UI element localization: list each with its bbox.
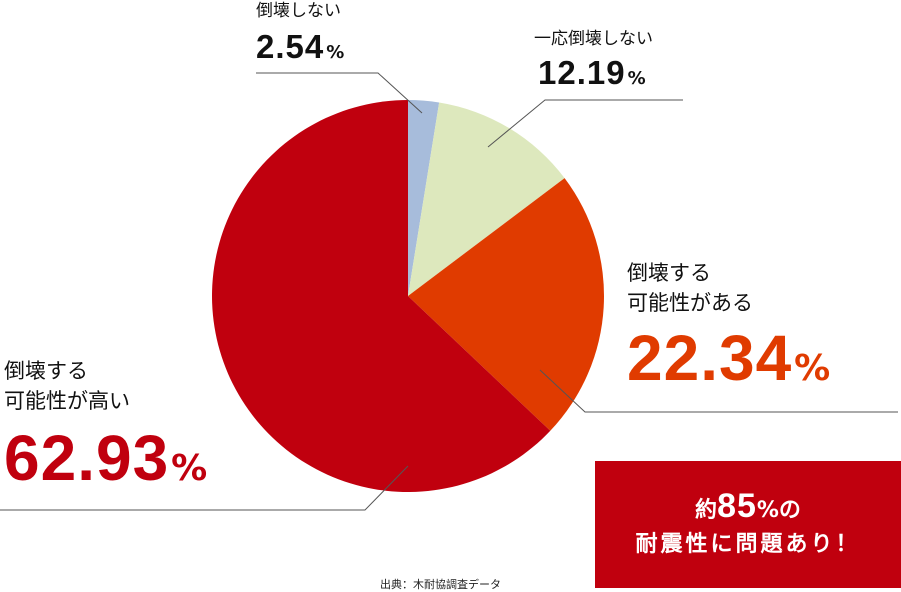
pie-slice-1 (408, 102, 565, 297)
slice-1-unit: % (627, 68, 646, 89)
slice-1-category: 一応倒壊しない (534, 29, 653, 49)
slice-3-category-line2: 可能性が高い (4, 389, 130, 413)
slice-1-value-row: 12.19% (534, 54, 653, 92)
leader-line-0 (256, 72, 423, 114)
slice-0-category: 倒壊しない (256, 1, 341, 21)
source-note: 出典：木耐協調査データ (380, 578, 501, 591)
callout-number: 85 (717, 487, 757, 525)
label-slice-2: 倒壊する 可能性がある 22.34% (627, 258, 830, 390)
slice-3-category-line1: 倒壊する (4, 359, 88, 383)
callout-unit: %の (756, 498, 801, 523)
callout-line-1: 約85%の (595, 489, 901, 528)
callout-box: 約85%の 耐震性に問題あり！ (595, 461, 901, 588)
callout-line-2: 耐震性に問題あり！ (635, 532, 861, 557)
pie-slice-3 (212, 100, 551, 492)
slice-2-value-row: 22.34% (627, 326, 830, 390)
slice-3-unit: % (171, 448, 208, 489)
pie-slices (212, 100, 605, 492)
label-slice-3: 倒壊する 可能性が高い 62.93% (4, 356, 207, 490)
pie-slice-0 (408, 100, 440, 296)
slice-2-category-line2: 可能性がある (627, 291, 753, 315)
slice-0-value: 2.54 (256, 28, 325, 65)
label-slice-0: 倒壊しない 2.54% (256, 0, 344, 66)
callout-prefix: 約 (695, 498, 718, 523)
slice-0-unit: % (326, 42, 345, 63)
leader-line-3 (0, 465, 409, 511)
slice-2-value: 22.34 (627, 322, 793, 394)
slice-0-value-row: 2.54% (256, 28, 344, 66)
pie-slice-2 (408, 178, 605, 431)
slice-2-category-line1: 倒壊する (627, 261, 711, 285)
slice-2-unit: % (794, 348, 831, 389)
label-slice-1: 一応倒壊しない 12.19% (534, 28, 653, 92)
leader-line-2 (539, 369, 898, 413)
slice-1-value: 12.19 (538, 54, 626, 91)
leader-lines (0, 72, 898, 511)
slice-3-value-row: 62.93% (4, 426, 207, 490)
slice-3-value: 62.93 (4, 422, 170, 494)
leader-line-1 (487, 99, 683, 148)
